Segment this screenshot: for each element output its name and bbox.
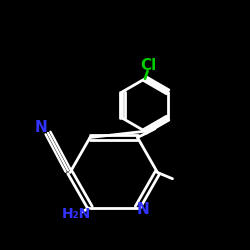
Text: Cl: Cl bbox=[140, 58, 157, 72]
Text: N: N bbox=[35, 120, 48, 136]
Text: N: N bbox=[136, 202, 149, 217]
Text: H₂N: H₂N bbox=[62, 208, 91, 222]
